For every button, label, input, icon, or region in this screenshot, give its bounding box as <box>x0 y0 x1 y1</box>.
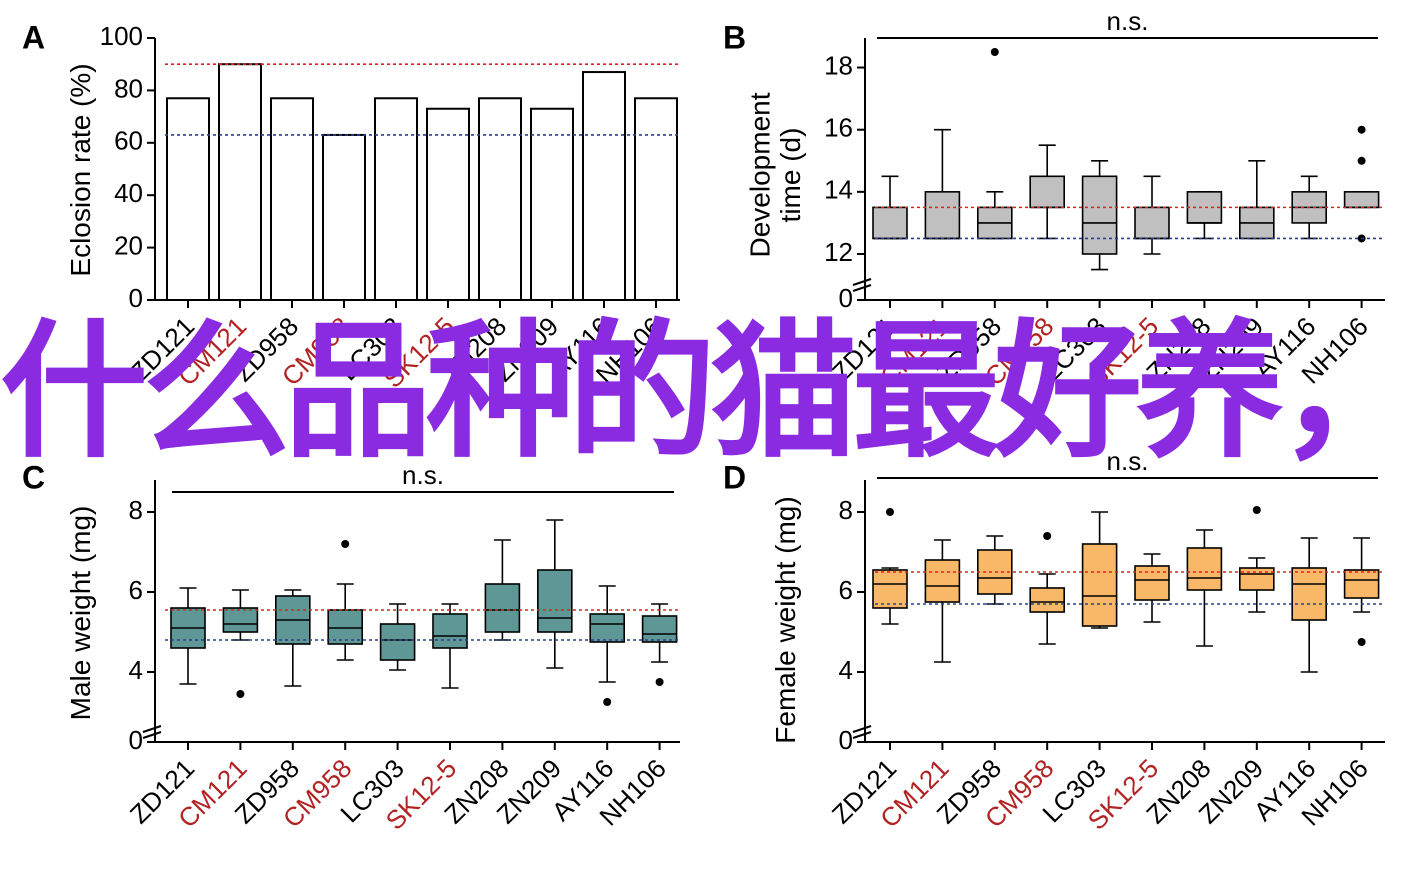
bar <box>270 97 314 302</box>
box <box>976 549 1013 595</box>
y-tick-label: 4 <box>839 655 853 685</box>
bar <box>478 97 522 302</box>
y-tick-label: 6 <box>129 575 143 605</box>
y-axis-title-c: Male weight (mg) <box>65 506 96 721</box>
y-tick-label: 100 <box>100 21 143 51</box>
box <box>1186 191 1223 224</box>
outlier-point <box>1357 125 1366 134</box>
outlier-point <box>655 678 664 686</box>
panel-letter-b: B <box>723 19 746 55</box>
y-tick-label: 16 <box>824 113 853 143</box>
panel-letter-c: C <box>22 459 45 495</box>
axis-break-mark <box>852 278 872 292</box>
y-tick-label: 0 <box>129 725 143 755</box>
bar <box>634 97 678 302</box>
overlay-title: 什么品种的猫最好养 <box>0 306 1284 478</box>
y-tick-label: 14 <box>824 175 853 205</box>
box <box>1239 567 1275 591</box>
y-axis-title-b: Developmenttime (d) <box>744 92 806 257</box>
panel-letter-d: D <box>723 459 746 495</box>
y-tick-label: 6 <box>839 575 853 605</box>
box <box>1291 567 1327 621</box>
box <box>872 569 908 609</box>
box <box>1134 565 1170 601</box>
box <box>222 607 259 633</box>
box <box>1081 543 1118 627</box>
significance-label: n.s. <box>402 460 444 490</box>
outlier-point <box>1357 638 1366 646</box>
significance-label: n.s. <box>1107 6 1149 36</box>
box <box>1029 175 1065 209</box>
outlier-point <box>341 540 350 548</box>
outlier-point <box>1043 532 1052 540</box>
y-tick-label: 40 <box>114 178 143 208</box>
outlier-point <box>886 508 894 516</box>
watermark-overlay: 什么品种的猫最好养， <box>0 292 1418 492</box>
bar <box>322 133 366 301</box>
y-tick-label: 0 <box>839 725 853 755</box>
y-tick-label: 4 <box>129 655 143 685</box>
panel-letter-a: A <box>22 19 45 55</box>
box <box>872 206 908 240</box>
y-tick-label: 80 <box>114 73 143 103</box>
box <box>1134 206 1170 240</box>
axis-break-mark <box>142 725 162 739</box>
outlier-point <box>603 698 612 706</box>
y-tick-label: 0 <box>129 283 143 313</box>
significance-label: n.s. <box>1107 446 1149 476</box>
y-tick-label: 8 <box>839 495 853 525</box>
box <box>1186 547 1223 591</box>
outlier-point <box>236 690 245 698</box>
bar <box>426 107 470 301</box>
box <box>327 609 364 645</box>
y-tick-label: 0 <box>839 283 853 313</box>
box <box>432 613 468 649</box>
box <box>484 583 521 633</box>
box <box>924 191 961 240</box>
box <box>924 559 961 603</box>
outlier-point <box>990 48 999 56</box>
bar <box>374 97 418 302</box>
y-axis-title-d: Female weight (mg) <box>770 496 801 743</box>
box <box>641 615 678 643</box>
box <box>1029 587 1065 613</box>
outlier-point <box>1252 506 1261 514</box>
box <box>1081 175 1118 255</box>
box <box>379 623 416 661</box>
outlier-point <box>1357 156 1366 165</box>
y-tick-label: 18 <box>824 50 853 80</box>
box <box>589 613 626 643</box>
box <box>1343 191 1380 209</box>
y-axis-title-a: Eclosion rate (%) <box>65 63 96 276</box>
y-tick-label: 60 <box>114 126 143 156</box>
box <box>536 569 573 633</box>
bar <box>218 63 262 301</box>
axis-break-mark <box>852 725 872 739</box>
overlay-comma: ， <box>1278 306 1418 478</box>
y-tick-label: 20 <box>114 230 143 260</box>
y-tick-label: 12 <box>824 237 853 267</box>
y-tick-label: 8 <box>129 495 143 525</box>
bar <box>530 107 574 301</box>
bar <box>582 71 626 301</box>
box <box>1343 569 1380 599</box>
bar <box>166 97 210 302</box>
